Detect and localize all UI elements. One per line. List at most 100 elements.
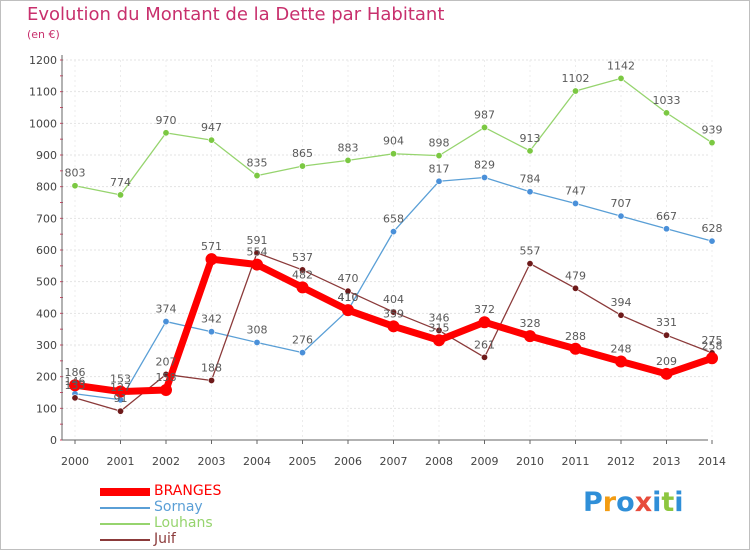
data-point-sornay bbox=[253, 338, 261, 346]
legend-item-juif: Juif bbox=[100, 531, 320, 548]
data-point-sornay bbox=[526, 188, 534, 196]
data-point-sornay bbox=[571, 199, 579, 207]
legend-item-louhans: Louhans bbox=[100, 515, 320, 532]
legend-swatch bbox=[100, 507, 150, 509]
data-point-juif bbox=[117, 407, 125, 415]
data-point-juif bbox=[617, 311, 625, 319]
data-label-louhans: 904 bbox=[383, 135, 404, 148]
data-point-juif bbox=[71, 394, 79, 402]
unit-label: (en €) bbox=[27, 28, 60, 41]
x-tick-label: 2013 bbox=[653, 455, 681, 468]
data-label-louhans: 1102 bbox=[562, 72, 590, 85]
data-label-louhans: 987 bbox=[474, 108, 495, 121]
data-point-branges bbox=[615, 355, 627, 368]
data-label-branges: 372 bbox=[474, 303, 495, 316]
data-label-branges: 153 bbox=[110, 373, 131, 386]
data-point-branges bbox=[433, 334, 445, 347]
data-point-louhans bbox=[389, 150, 397, 158]
y-tick-label: 700 bbox=[36, 212, 57, 225]
data-label-branges: 410 bbox=[338, 291, 359, 304]
data-label-sornay: 667 bbox=[656, 210, 677, 223]
data-point-juif bbox=[571, 284, 579, 292]
data-point-louhans bbox=[344, 156, 352, 164]
data-point-louhans bbox=[617, 74, 625, 82]
y-tick-label: 300 bbox=[36, 339, 57, 352]
data-label-juif: 331 bbox=[656, 316, 677, 329]
data-label-branges: 328 bbox=[520, 317, 541, 330]
data-point-louhans bbox=[480, 123, 488, 131]
data-point-juif bbox=[480, 353, 488, 361]
data-label-louhans: 835 bbox=[247, 157, 268, 170]
x-tick-label: 2006 bbox=[334, 455, 362, 468]
data-label-sornay: 817 bbox=[429, 162, 450, 175]
data-point-sornay bbox=[162, 318, 170, 326]
data-label-juif: 557 bbox=[520, 245, 541, 258]
data-point-sornay bbox=[435, 177, 443, 185]
data-label-branges: 288 bbox=[565, 330, 586, 343]
y-tick-label: 600 bbox=[36, 244, 57, 257]
x-tick-label: 2000 bbox=[61, 455, 89, 468]
y-tick-label: 900 bbox=[36, 149, 57, 162]
data-point-branges bbox=[296, 281, 309, 294]
data-point-louhans bbox=[708, 139, 716, 147]
x-tick-label: 2007 bbox=[380, 455, 408, 468]
data-label-branges: 209 bbox=[656, 355, 677, 368]
data-label-juif: 394 bbox=[611, 296, 632, 309]
data-point-juif bbox=[662, 331, 670, 339]
data-point-sornay bbox=[480, 173, 488, 181]
data-label-sornay: 374 bbox=[156, 303, 177, 316]
legend-swatch bbox=[100, 539, 150, 541]
data-label-louhans: 898 bbox=[429, 137, 450, 150]
data-point-sornay bbox=[208, 328, 216, 336]
y-tick-label: 0 bbox=[50, 434, 57, 447]
data-label-juif: 207 bbox=[156, 355, 177, 368]
data-label-juif: 404 bbox=[383, 293, 404, 306]
data-label-louhans: 865 bbox=[292, 147, 313, 160]
chart-title: Evolution du Montant de la Dette par Hab… bbox=[27, 4, 445, 25]
data-point-branges bbox=[478, 316, 491, 329]
data-point-juif bbox=[389, 308, 397, 316]
data-label-sornay: 707 bbox=[611, 197, 632, 210]
logo-letter: t bbox=[661, 487, 675, 518]
data-label-juif: 91 bbox=[114, 392, 128, 405]
data-point-louhans bbox=[662, 109, 670, 117]
y-tick-label: 100 bbox=[36, 402, 57, 415]
data-label-louhans: 774 bbox=[110, 176, 131, 189]
legend-item-branges: BRANGES bbox=[100, 483, 320, 500]
data-label-juif: 537 bbox=[292, 251, 313, 264]
x-tick-label: 2001 bbox=[107, 455, 135, 468]
data-point-branges bbox=[69, 379, 81, 392]
data-point-juif bbox=[344, 287, 352, 295]
data-point-juif bbox=[526, 260, 534, 268]
data-label-branges: 359 bbox=[383, 307, 404, 320]
data-label-branges: 186 bbox=[65, 366, 86, 379]
data-point-juif bbox=[208, 376, 216, 384]
y-tick-label: 500 bbox=[36, 276, 57, 289]
data-label-sornay: 747 bbox=[565, 184, 586, 197]
y-tick-label: 200 bbox=[36, 371, 57, 384]
data-point-louhans bbox=[435, 152, 443, 160]
x-tick-label: 2008 bbox=[425, 455, 453, 468]
data-point-sornay bbox=[389, 228, 397, 236]
data-label-louhans: 803 bbox=[65, 167, 86, 180]
legend-item-sornay: Sornay bbox=[100, 499, 320, 516]
logo-letter: i bbox=[652, 487, 662, 518]
x-tick-label: 2011 bbox=[562, 455, 590, 468]
data-point-sornay bbox=[617, 212, 625, 220]
legend: BRANGES Sornay Louhans Juif bbox=[100, 483, 320, 548]
x-tick-label: 2014 bbox=[698, 455, 726, 468]
x-tick-label: 2012 bbox=[607, 455, 635, 468]
data-point-louhans bbox=[117, 191, 125, 199]
legend-label: Louhans bbox=[154, 515, 213, 531]
data-point-louhans bbox=[208, 136, 216, 144]
data-label-sornay: 829 bbox=[474, 158, 495, 171]
data-label-branges: 315 bbox=[429, 321, 450, 334]
data-point-juif bbox=[298, 266, 306, 274]
data-label-sornay: 308 bbox=[247, 323, 268, 336]
legend-swatch bbox=[100, 523, 150, 525]
data-point-branges bbox=[569, 342, 582, 355]
data-point-louhans bbox=[253, 172, 261, 180]
data-point-branges bbox=[524, 330, 536, 343]
logo-letter: r bbox=[602, 487, 617, 518]
y-tick-label: 1000 bbox=[29, 117, 57, 130]
